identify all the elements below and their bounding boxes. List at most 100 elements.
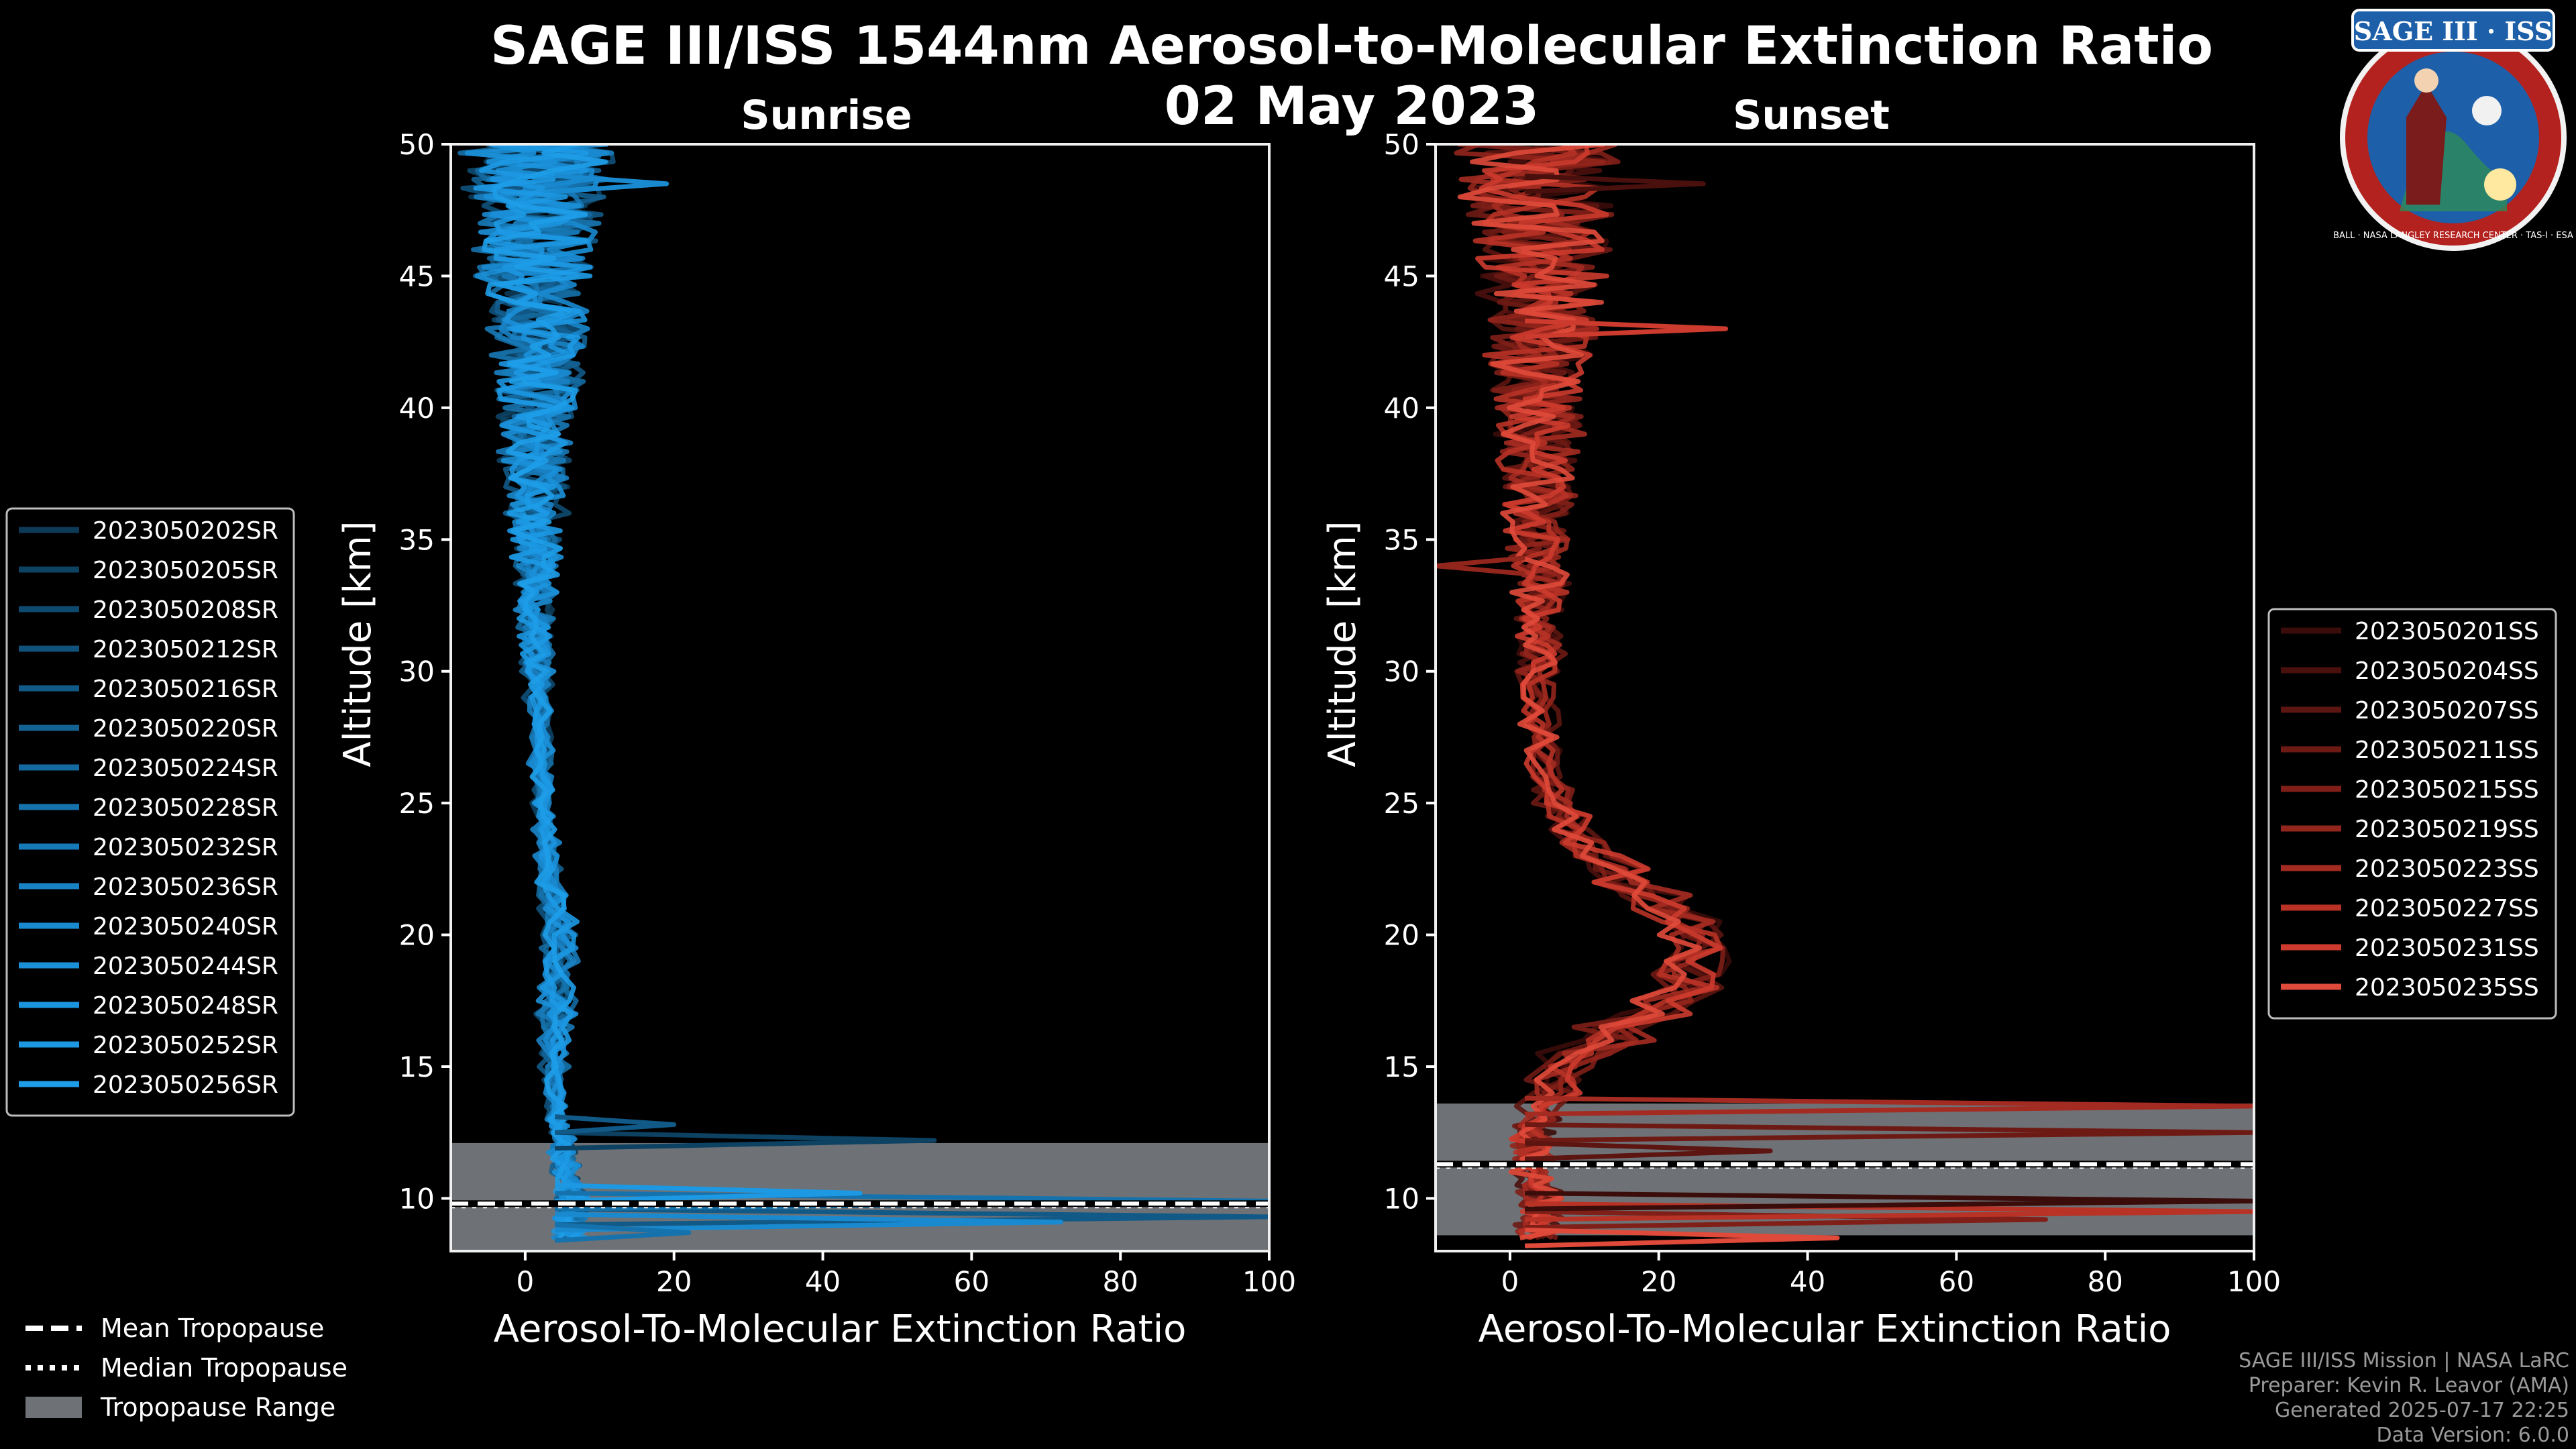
footer-credits: SAGE III/ISS Mission | NASA LaRC Prepare… xyxy=(2239,1349,2569,1447)
profile-spike xyxy=(555,1130,937,1151)
panel-title-right: Sunset xyxy=(1733,92,1890,139)
legend-entry: 2023050205SR xyxy=(93,557,278,584)
legend-entry: 2023050204SS xyxy=(2355,657,2539,685)
sunrise-legend: 2023050202SR 2023050205SR 2023050208SR 2023… xyxy=(5,507,295,1117)
logo-title: SAGE III · ISS xyxy=(2354,16,2553,46)
y-tick-label: 45 xyxy=(1384,260,1419,292)
footer-version: Data Version: 6.0.0 xyxy=(2377,1424,2569,1447)
panel-left: 0 20 40 60 80 100 10 15 20 25 30 35 40 45 50 Sunrise Aer… xyxy=(336,92,1296,1351)
profile-lines xyxy=(1436,144,2254,1248)
x-tick-label: 20 xyxy=(1641,1265,1676,1298)
y-tick-label: 15 xyxy=(1384,1051,1419,1083)
legend-entry: 2023050236SR xyxy=(93,873,278,901)
profile-spike xyxy=(555,1183,863,1203)
profile-spike xyxy=(1524,173,1706,195)
legend-entry: 2023050223SS xyxy=(2355,855,2539,883)
profile-2023050204SS xyxy=(1470,144,1714,1240)
legend-entry: 2023050220SR xyxy=(93,715,278,743)
profile-spike xyxy=(555,1206,1269,1228)
legend-entry: 2023050215SS xyxy=(2355,776,2539,804)
y-tick-label: 20 xyxy=(1384,919,1419,952)
legend-entry: 2023050235SS xyxy=(2355,974,2539,1002)
profile-lines xyxy=(458,144,1269,1243)
y-tick-label: 20 xyxy=(399,919,435,952)
legend-entry: 2023050256SR xyxy=(93,1071,278,1099)
y-tick-label: 10 xyxy=(399,1182,435,1215)
y-tick-label: 45 xyxy=(399,260,435,292)
figure-date: 02 May 2023 xyxy=(1165,76,1540,137)
legend-entry: 2023050207SS xyxy=(2355,697,2539,724)
legend-entry: 2023050248SR xyxy=(93,992,278,1020)
profile-spike xyxy=(1524,1140,1773,1161)
legend-entry: 2023050212SR xyxy=(93,636,278,663)
tropopause-legend-entry: Tropopause Range xyxy=(100,1393,335,1422)
legend-entry: 2023050231SS xyxy=(2355,934,2539,962)
legend-entry: 2023050252SR xyxy=(93,1032,278,1059)
legend-entry: 2023050232SR xyxy=(93,834,278,861)
x-tick-label: 60 xyxy=(954,1265,989,1298)
x-tick-label: 40 xyxy=(1790,1265,1825,1298)
profile-2023050235SS xyxy=(1457,144,1702,1240)
legend-entry: 2023050202SR xyxy=(93,517,278,545)
legend-entry: 2023050228SR xyxy=(93,794,278,822)
legend-swatch-band xyxy=(25,1397,82,1418)
profile-2023050201SS xyxy=(1477,144,1732,1240)
legend-entry: 2023050211SS xyxy=(2355,737,2539,764)
tropopause-legend-entry: Mean Tropopause xyxy=(101,1313,324,1343)
y-tick-label: 40 xyxy=(399,392,435,425)
y-tick-label: 35 xyxy=(399,523,435,556)
x-axis-label: Aerosol-To-Molecular Extinction Ratio xyxy=(494,1307,1187,1351)
x-tick-label: 80 xyxy=(2087,1265,2123,1298)
y-tick-label: 25 xyxy=(399,787,435,820)
tropopause-legend-entry: Median Tropopause xyxy=(101,1353,347,1383)
profile-spike xyxy=(1525,1191,2254,1212)
legend-entry: 2023050216SR xyxy=(93,676,278,703)
plot-frame xyxy=(1434,143,2255,1252)
x-tick-label: 100 xyxy=(2227,1265,2281,1298)
profile-spike xyxy=(1525,1228,1840,1248)
profile-2023050215SS xyxy=(1457,144,1726,1240)
y-tick-label: 25 xyxy=(1384,787,1419,820)
x-tick-label: 60 xyxy=(1939,1265,1974,1298)
y-tick-label: 10 xyxy=(1384,1182,1419,1215)
profile-2023050207SS xyxy=(1459,144,1725,1240)
logo-ring-text: BALL · NASA LANGLEY RESEARCH CENTER · TA… xyxy=(2333,231,2573,241)
x-tick-label: 0 xyxy=(517,1265,535,1298)
panel-title-left: Sunrise xyxy=(741,92,912,139)
profile-spike xyxy=(1525,1095,2254,1117)
y-tick-label: 40 xyxy=(1384,392,1419,425)
y-axis-label: Altitude [km] xyxy=(336,521,380,767)
profile-spike xyxy=(1525,1122,2254,1143)
legend-entry: 2023050244SR xyxy=(93,953,278,980)
profile-2023050231SS xyxy=(1475,144,1723,1240)
profile-spike xyxy=(555,1114,677,1135)
sunset-legend: 2023050201SS 2023050204SS 2023050207SS 2023… xyxy=(2267,608,2557,1020)
legend-entry: 2023050219SS xyxy=(2355,816,2539,843)
panel-right: 0 20 40 60 80 100 10 15 20 25 30 35 40 45 50 Sunset Aero… xyxy=(1321,92,2281,1351)
legend-entry: 2023050240SR xyxy=(93,913,278,941)
x-tick-label: 20 xyxy=(656,1265,692,1298)
figure-title: SAGE III/ISS 1544nm Aerosol-to-Molecular… xyxy=(490,16,2213,76)
footer-mission: SAGE III/ISS Mission | NASA LaRC xyxy=(2239,1349,2569,1373)
legend-entry: 2023050224SR xyxy=(93,755,278,782)
x-tick-label: 40 xyxy=(805,1265,841,1298)
profile-spike xyxy=(555,1222,692,1243)
profile-spike xyxy=(1436,555,1525,576)
profile-spike xyxy=(555,1212,1063,1233)
legend-entry: 2023050208SR xyxy=(93,596,278,624)
footer-generated: Generated 2025-07-17 22:25 xyxy=(2275,1399,2569,1422)
legend-entry: 2023050227SS xyxy=(2355,895,2539,922)
plot-frame xyxy=(449,143,1271,1252)
y-tick-label: 30 xyxy=(1384,655,1419,688)
y-tick-label: 35 xyxy=(1384,523,1419,556)
tropopause-legend: Mean Tropopause Median Tropopause Tropopau… xyxy=(25,1313,347,1422)
x-tick-label: 100 xyxy=(1242,1265,1296,1298)
profile-spike xyxy=(555,173,669,195)
x-tick-label: 80 xyxy=(1102,1265,1138,1298)
profile-2023050256SR xyxy=(482,144,608,1240)
footer-preparer: Preparer: Kevin R. Leavor (AMA) xyxy=(2249,1374,2569,1397)
profile-2023050227SS xyxy=(1472,144,1723,1240)
x-axis-label: Aerosol-To-Molecular Extinction Ratio xyxy=(1479,1307,2171,1351)
y-tick-label: 30 xyxy=(399,655,435,688)
